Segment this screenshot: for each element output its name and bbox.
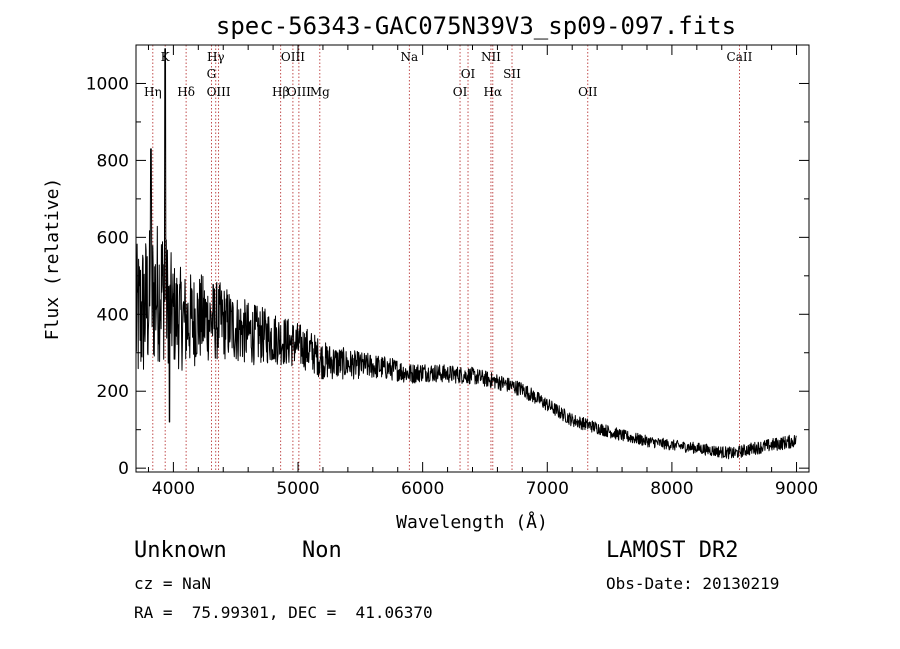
- spectral-line-label: OIII: [207, 85, 231, 99]
- spectral-line-label: Hη: [144, 85, 162, 99]
- spectrum-series: [135, 48, 797, 460]
- y-tick-label: 400: [97, 305, 129, 325]
- x-tick-label: 8000: [650, 479, 693, 499]
- spectral-line-label: Hα: [484, 85, 503, 99]
- coordinates: RA = 75.99301, DEC = 41.06370: [134, 603, 433, 622]
- y-tick-label: 0: [118, 459, 129, 479]
- spectral-line-label: OI: [461, 67, 476, 81]
- spectral-line-label: K: [161, 50, 171, 64]
- spectral-line-label: OIII: [287, 85, 311, 99]
- spectral-line-label: Hδ: [177, 85, 195, 99]
- object-subclass: Non: [302, 538, 342, 563]
- spectral-line-label: CaII: [727, 50, 753, 64]
- y-tick-label: 1000: [86, 74, 129, 94]
- spectral-line-label: SII: [503, 67, 521, 81]
- y-tick-label: 800: [97, 151, 129, 171]
- spectral-line-label: OI: [453, 85, 468, 99]
- spectral-line-label: G: [207, 67, 217, 81]
- x-tick-label: 4000: [152, 479, 195, 499]
- redshift-cz: cz = NaN: [134, 574, 212, 593]
- spectral-line-label: Hγ: [207, 50, 225, 64]
- spectral-line-label: OII: [578, 85, 598, 99]
- spectrum-line: [135, 48, 797, 460]
- axis-ticks: 4000 5000 6000 7000 8000 9000 0 200 400 600 800 100…: [86, 45, 818, 499]
- x-axis-label: Wavelength (Å): [396, 511, 548, 533]
- spectral-line-label: OIII: [281, 50, 305, 64]
- y-tick-label: 200: [97, 382, 129, 402]
- x-tick-label: 7000: [526, 479, 569, 499]
- object-class: Unknown: [134, 538, 227, 563]
- y-tick-label: 600: [97, 228, 129, 248]
- x-tick-label: 5000: [276, 479, 319, 499]
- x-tick-label: 9000: [775, 479, 818, 499]
- plot-frame: [135, 44, 810, 473]
- spectral-line-label: Mg: [310, 85, 330, 99]
- spectral-line-label: NII: [481, 50, 501, 64]
- spectral-line-markers: [152, 45, 740, 472]
- x-tick-label: 6000: [401, 479, 444, 499]
- observation-date: Obs-Date: 20130219: [606, 574, 780, 593]
- survey-name: LAMOST DR2: [606, 538, 739, 563]
- spectral-line-label: Na: [400, 50, 418, 64]
- spectral-line-label: Hβ: [272, 85, 289, 99]
- y-axis-label: Flux (relative): [42, 178, 63, 341]
- chart-title: spec-56343-GAC075N39V3_sp09-097.fits: [216, 12, 736, 40]
